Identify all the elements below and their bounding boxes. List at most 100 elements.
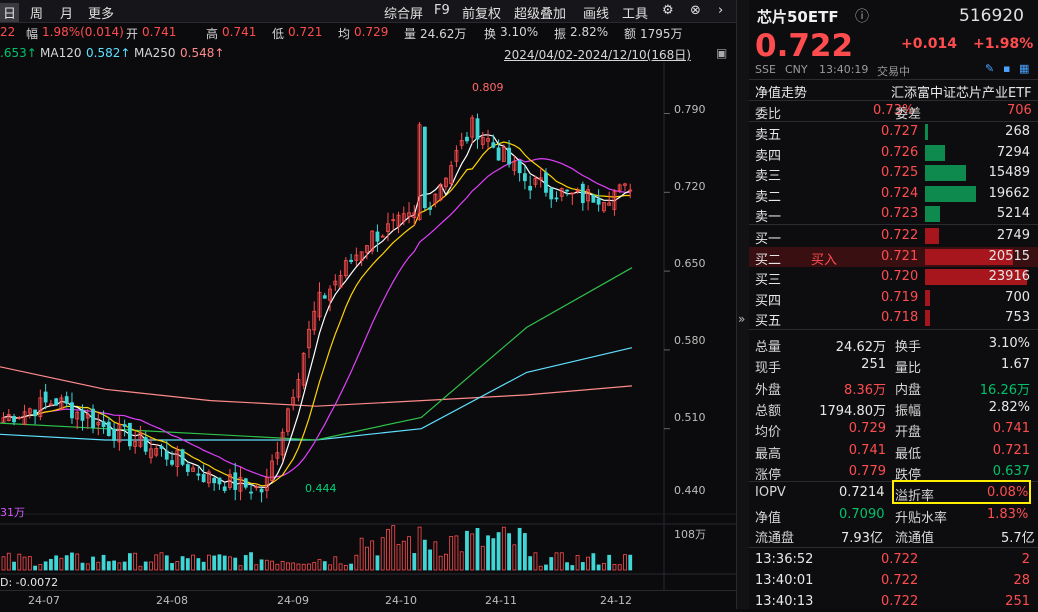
tab-more[interactable]: 更多 bbox=[88, 7, 115, 22]
tool-f9[interactable]: F9 bbox=[434, 3, 450, 18]
tab-week[interactable]: 周 bbox=[30, 7, 44, 22]
candle-body bbox=[580, 183, 585, 204]
volume-bar bbox=[6, 552, 11, 571]
candle-body bbox=[449, 165, 454, 184]
discount-value: 1.83% bbox=[987, 507, 1029, 522]
candle-body bbox=[417, 124, 422, 220]
tool-super-overlay[interactable]: 超级叠加 bbox=[514, 7, 567, 22]
ask-level[interactable]: 卖一 0.723 5214 bbox=[749, 204, 1038, 225]
volume-bar bbox=[43, 561, 48, 571]
candle-body bbox=[122, 424, 127, 427]
wp-icon[interactable]: ▣ bbox=[716, 46, 728, 60]
tool-forward-adjust[interactable]: 前复权 bbox=[462, 7, 502, 22]
security-name: 芯片50ETF bbox=[757, 8, 839, 26]
candle-body bbox=[517, 160, 522, 174]
stat-value: 0.741 bbox=[992, 421, 1030, 437]
tool-composite-screen[interactable]: 综合屏 bbox=[384, 7, 424, 22]
candle-body bbox=[602, 202, 606, 212]
candle-body bbox=[586, 189, 590, 202]
candle-body bbox=[401, 213, 406, 222]
ask-level[interactable]: 卖四 0.726 7294 bbox=[749, 143, 1038, 164]
date-label: 24-08 bbox=[156, 594, 188, 607]
low-label: 低 bbox=[272, 27, 285, 41]
tool-draw-line[interactable]: 画线 bbox=[583, 7, 610, 22]
volume-bar bbox=[101, 554, 106, 571]
nav-label: 净值 bbox=[755, 511, 782, 526]
tick-row: 13:40:13 0.722 251 bbox=[749, 592, 1038, 612]
ask-label: 卖四 bbox=[755, 148, 782, 164]
chart-grid bbox=[0, 62, 736, 590]
candle-body bbox=[159, 445, 164, 449]
candle-body bbox=[443, 177, 448, 188]
volume-bar bbox=[459, 551, 464, 571]
candle-body bbox=[380, 235, 385, 238]
candle-body bbox=[396, 214, 401, 227]
tab-day[interactable]: 日 bbox=[0, 3, 20, 22]
tab-month[interactable]: 月 bbox=[60, 7, 74, 22]
tool-tools[interactable]: 工具 bbox=[622, 7, 649, 22]
stat-value: 0.637 bbox=[992, 463, 1030, 479]
candle-body bbox=[133, 441, 138, 447]
volume-bar bbox=[565, 562, 569, 571]
tick-time: 13:40:13 bbox=[755, 594, 814, 609]
currency: CNY bbox=[785, 63, 808, 76]
bid-volume-bar bbox=[925, 228, 939, 244]
candle-body bbox=[501, 147, 506, 162]
gear-icon[interactable]: ⚙ bbox=[662, 3, 674, 18]
volume-bar bbox=[96, 561, 101, 571]
ask-level[interactable]: 卖二 0.724 19662 bbox=[749, 184, 1038, 205]
bid-level[interactable]: 买一 0.722 2749 bbox=[749, 226, 1038, 247]
open-label: 开 bbox=[126, 27, 139, 41]
volume-bar bbox=[206, 554, 211, 571]
date-axis: 24-07 24-08 24-09 24-10 24-11 24-12 bbox=[0, 590, 736, 610]
bid-level[interactable]: 买五 0.718 753 bbox=[749, 308, 1038, 329]
pencil-icon[interactable]: ✎ bbox=[985, 62, 995, 75]
volume-bar bbox=[570, 565, 575, 571]
bid-price: 0.719 bbox=[881, 289, 919, 305]
volume-bar bbox=[228, 556, 232, 571]
candle-body bbox=[407, 212, 411, 217]
volume-bar bbox=[127, 553, 132, 571]
candle-body bbox=[343, 260, 348, 277]
nav-trend-link[interactable]: 净值走势 bbox=[755, 86, 808, 101]
bid-level[interactable]: 买三 0.720 23916 bbox=[749, 267, 1038, 288]
info-icon[interactable]: ⓘ bbox=[855, 9, 869, 25]
candle-body bbox=[275, 452, 280, 459]
volume-bar bbox=[91, 556, 95, 571]
nav-trend-row[interactable]: 净值走势 汇添富中证芯片产业ETF bbox=[749, 80, 1038, 101]
stat-label: 振幅 bbox=[895, 403, 922, 419]
candle-body bbox=[528, 185, 533, 191]
high-value: 0.741 bbox=[222, 25, 257, 39]
volume-bar bbox=[544, 564, 548, 571]
ask-level[interactable]: 卖三 0.725 15489 bbox=[749, 163, 1038, 184]
candle-body bbox=[412, 212, 417, 219]
candle-body bbox=[138, 433, 143, 447]
candle-body bbox=[217, 477, 222, 485]
volume-bar bbox=[533, 552, 538, 571]
grid-icon[interactable]: ▦ bbox=[1019, 62, 1030, 75]
ask-label: 卖一 bbox=[755, 210, 782, 225]
y-tick-label: 0.650 bbox=[674, 257, 706, 270]
bid-level[interactable]: 买四 0.719 700 bbox=[749, 288, 1038, 309]
date-range[interactable]: 2024/04/02-2024/12/10(168日) bbox=[504, 48, 691, 62]
close-icon[interactable]: ⊗ bbox=[690, 3, 701, 18]
volume-bar bbox=[317, 559, 322, 571]
ma250-label: MA250 bbox=[134, 46, 176, 60]
volume-bar bbox=[623, 554, 627, 571]
candle-body bbox=[233, 472, 238, 490]
ask-level[interactable]: 卖五 0.727 268 bbox=[749, 122, 1038, 143]
chevron-right-icon[interactable]: › bbox=[718, 3, 724, 18]
bid-level[interactable]: 买二 买入 0.721 20515 bbox=[749, 246, 1038, 268]
volume-bar bbox=[196, 558, 201, 571]
panel-collapse-handle[interactable]: » bbox=[736, 0, 750, 609]
volume-bar bbox=[143, 561, 148, 571]
volume-bar bbox=[407, 536, 411, 571]
volume-bar bbox=[307, 563, 311, 571]
candle-body bbox=[565, 189, 569, 192]
kline-chart[interactable] bbox=[0, 62, 736, 590]
ma60-fragment: .653↑ bbox=[0, 46, 37, 60]
bookmark-icon[interactable]: ▪ bbox=[1003, 62, 1011, 75]
date-label: 24-12 bbox=[600, 594, 632, 607]
volume-bar bbox=[370, 540, 375, 571]
volume-bar bbox=[80, 562, 85, 571]
